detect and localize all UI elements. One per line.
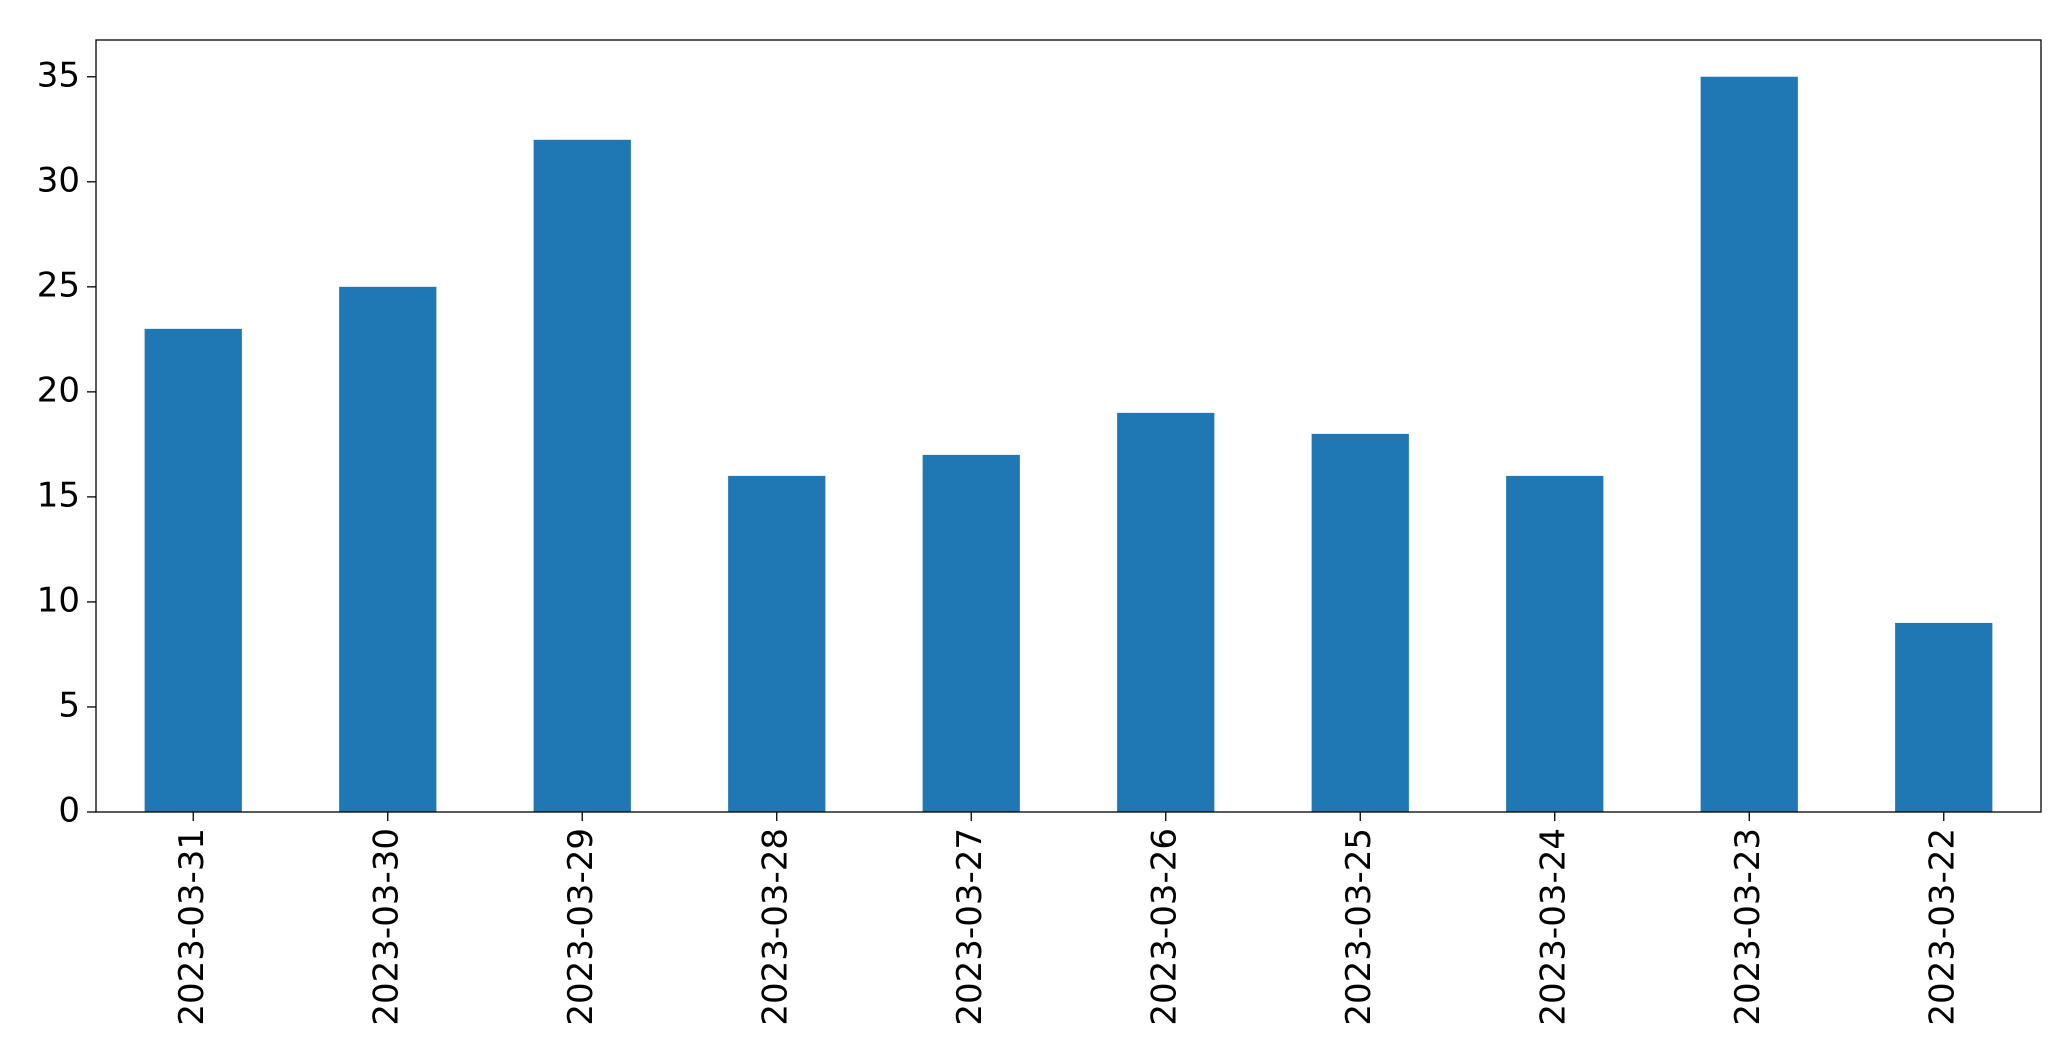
bar xyxy=(339,286,437,812)
x-tick-label: 2023-03-23 xyxy=(1728,828,1768,1026)
y-tick-label: 10 xyxy=(37,580,80,620)
bar xyxy=(1311,433,1409,812)
x-tick-label: 2023-03-30 xyxy=(366,828,406,1026)
x-tick-label: 2023-03-29 xyxy=(561,828,601,1026)
bar xyxy=(1117,412,1215,812)
x-tick-label: 2023-03-25 xyxy=(1339,828,1379,1026)
x-tick-label: 2023-03-26 xyxy=(1144,828,1184,1026)
y-tick-label: 5 xyxy=(58,685,80,725)
bar xyxy=(144,328,242,812)
bar xyxy=(1700,76,1798,812)
y-tick-label: 0 xyxy=(58,791,80,831)
x-tick-label: 2023-03-28 xyxy=(755,828,795,1026)
bar xyxy=(728,475,826,812)
y-tick-label: 35 xyxy=(37,55,80,95)
plot-frame xyxy=(95,39,2042,813)
y-tick-label: 25 xyxy=(37,265,80,305)
bar xyxy=(1895,622,1993,812)
y-tick-label: 15 xyxy=(37,475,80,515)
x-tick-label: 2023-03-31 xyxy=(172,828,212,1026)
bar xyxy=(922,454,1020,812)
x-tick-label: 2023-03-27 xyxy=(950,828,990,1026)
bar xyxy=(533,139,631,812)
y-tick-label: 20 xyxy=(37,370,80,410)
x-tick-label: 2023-03-22 xyxy=(1922,828,1962,1026)
x-tick-label: 2023-03-24 xyxy=(1533,828,1573,1026)
bar xyxy=(1506,475,1604,812)
y-tick-label: 30 xyxy=(37,160,80,200)
